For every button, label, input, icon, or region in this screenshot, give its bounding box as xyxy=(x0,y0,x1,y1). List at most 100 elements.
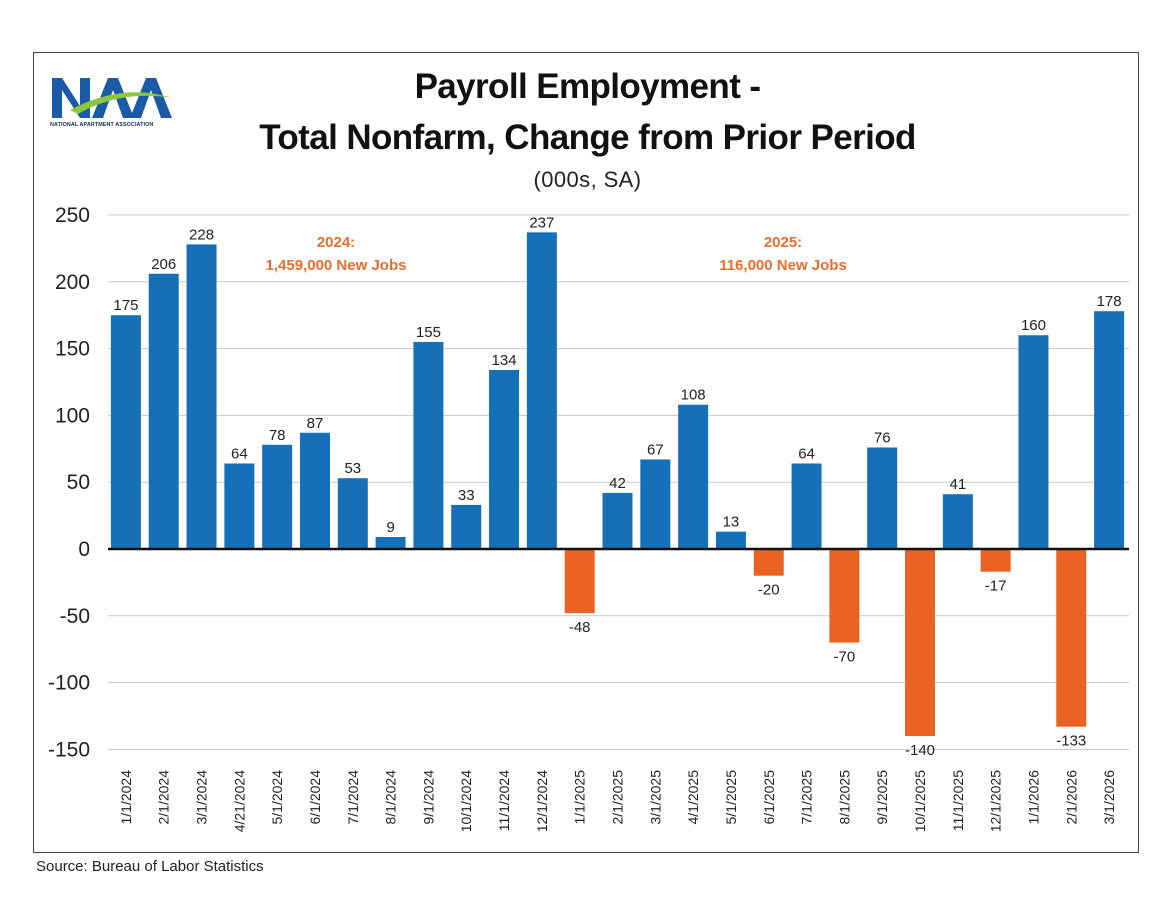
bar xyxy=(678,404,709,549)
x-tick-label: 7/1/2025 xyxy=(799,770,815,825)
data-label: 155 xyxy=(416,324,441,341)
data-label: 134 xyxy=(492,352,517,369)
data-label: 9 xyxy=(386,519,394,536)
y-tick-label: 150 xyxy=(55,338,90,361)
data-label: -20 xyxy=(758,582,780,599)
annotation-year: 2025: xyxy=(764,234,802,251)
bar xyxy=(942,494,973,549)
x-tick-label: 3/1/2026 xyxy=(1101,770,1117,825)
bar xyxy=(1094,311,1125,549)
data-label: 67 xyxy=(647,441,664,458)
bar xyxy=(110,315,141,549)
data-label: -70 xyxy=(834,649,856,666)
x-tick-label: 9/1/2025 xyxy=(874,770,890,825)
data-label: 206 xyxy=(151,256,176,273)
data-label: -48 xyxy=(569,619,591,636)
logo-subtext: NATIONAL APARTMENT ASSOCIATION xyxy=(50,122,154,128)
y-tick-label: 100 xyxy=(55,404,90,427)
x-tick-label: 9/1/2024 xyxy=(420,770,436,825)
bar xyxy=(905,549,936,737)
data-label: -140 xyxy=(905,742,935,759)
x-tick-label: 10/1/2025 xyxy=(912,770,928,832)
bar xyxy=(640,459,671,549)
data-label: 42 xyxy=(609,475,626,492)
bar xyxy=(413,341,444,549)
x-tick-label: 1/1/2024 xyxy=(118,770,134,825)
x-tick-label: 5/1/2024 xyxy=(269,770,285,825)
data-label: 87 xyxy=(307,415,324,432)
bar xyxy=(299,432,330,549)
bar xyxy=(148,273,179,549)
y-tick-label: 250 xyxy=(55,204,90,227)
data-label: 78 xyxy=(269,427,286,444)
data-label: -17 xyxy=(985,578,1007,595)
y-tick-label: 50 xyxy=(67,471,90,494)
bar xyxy=(564,549,595,614)
x-tick-label: 10/1/2024 xyxy=(458,770,474,832)
bar xyxy=(224,463,255,549)
bar xyxy=(451,504,482,549)
data-label: -133 xyxy=(1056,733,1086,750)
bar xyxy=(1056,549,1087,727)
data-label: 160 xyxy=(1021,317,1046,334)
bar xyxy=(867,447,898,549)
annotation-jobs: 116,000 New Jobs xyxy=(719,257,847,274)
source-note: Source: Bureau of Labor Statistics xyxy=(36,858,264,875)
data-label: 53 xyxy=(344,460,361,477)
x-tick-label: 3/1/2025 xyxy=(647,770,663,825)
data-label: 41 xyxy=(949,476,966,493)
bar xyxy=(337,478,368,549)
chart-title-line1: Payroll Employment - xyxy=(414,67,761,106)
x-tick-label: 8/1/2024 xyxy=(383,770,399,825)
x-tick-label: 7/1/2024 xyxy=(345,770,361,825)
x-tick-label: 6/1/2025 xyxy=(761,770,777,825)
bar xyxy=(1018,335,1049,549)
y-tick-label: -150 xyxy=(48,738,90,761)
data-label: 228 xyxy=(189,226,214,243)
naa-logo: NATIONAL APARTMENT ASSOCIATION xyxy=(50,72,175,134)
data-label: 178 xyxy=(1097,293,1122,310)
bar xyxy=(753,549,784,576)
x-tick-label: 4/1/2025 xyxy=(685,770,701,825)
bar xyxy=(980,549,1011,572)
annotation-year: 2024: xyxy=(317,234,355,251)
bar xyxy=(526,232,557,550)
x-tick-label: 8/1/2025 xyxy=(836,770,852,825)
y-tick-label: -100 xyxy=(48,672,90,695)
bar xyxy=(262,444,293,549)
bar xyxy=(489,369,520,549)
data-label: 76 xyxy=(874,429,891,446)
x-tick-label: 6/1/2024 xyxy=(307,770,323,825)
data-label: 175 xyxy=(113,297,138,314)
bar xyxy=(602,492,633,549)
x-tick-label: 5/1/2025 xyxy=(723,770,739,825)
x-tick-label: 1/1/2026 xyxy=(1025,770,1041,825)
data-label: 237 xyxy=(529,214,554,231)
y-tick-label: 200 xyxy=(55,271,90,294)
x-tick-label: 11/1/2024 xyxy=(496,770,512,831)
bar xyxy=(186,244,217,549)
x-tick-label: 4/21/2024 xyxy=(231,770,247,832)
bar xyxy=(375,536,406,549)
data-label: 33 xyxy=(458,487,475,504)
chart-title-line2: Total Nonfarm, Change from Prior Period xyxy=(259,118,916,157)
bar xyxy=(791,463,822,549)
x-tick-label: 12/1/2025 xyxy=(988,770,1004,832)
x-tick-label: 11/1/2025 xyxy=(950,770,966,831)
bar xyxy=(715,531,746,549)
y-tick-label: -50 xyxy=(60,605,90,628)
chart-frame xyxy=(33,52,1139,853)
data-label: 108 xyxy=(681,387,706,404)
bar xyxy=(829,549,860,643)
x-tick-label: 1/1/2025 xyxy=(572,770,588,825)
chart-subtitle: (000s, SA) xyxy=(533,167,642,192)
data-label: 64 xyxy=(231,445,248,462)
x-tick-label: 12/1/2024 xyxy=(534,770,550,832)
x-tick-label: 2/1/2024 xyxy=(156,770,172,825)
data-label: 13 xyxy=(723,514,740,531)
data-label: 64 xyxy=(798,445,815,462)
naa-logo-mark xyxy=(52,78,172,118)
y-tick-label: 0 xyxy=(78,538,90,561)
x-tick-label: 2/1/2025 xyxy=(610,770,626,825)
